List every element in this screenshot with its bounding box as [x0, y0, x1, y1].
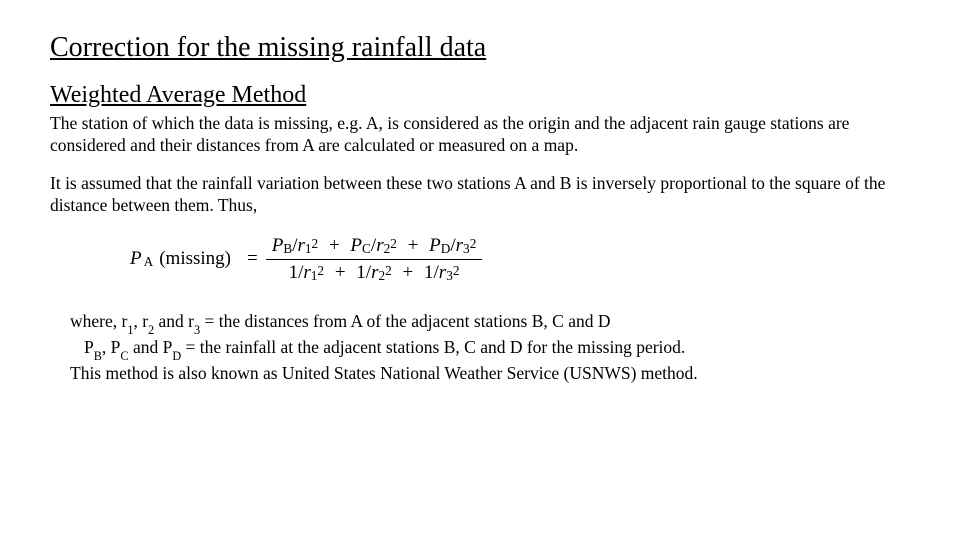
den-r1: r	[303, 262, 310, 284]
lhs-sub: A	[144, 254, 154, 270]
den-term-1: 1/r12	[289, 262, 325, 284]
den-one1: 1	[289, 262, 299, 284]
num-rsup2: 2	[390, 236, 397, 252]
denominator: 1/r12 + 1/r22 + 1/r32	[283, 260, 466, 286]
wl2a: P	[84, 337, 94, 357]
num-Psub2: C	[362, 241, 371, 257]
wl2s2: C	[120, 349, 128, 363]
num-r2: r	[376, 235, 383, 257]
num-P3: P	[429, 235, 441, 257]
wl1b: , r	[133, 311, 148, 331]
plus-n2: +	[408, 235, 419, 256]
paragraph-1: The station of which the data is missing…	[50, 113, 910, 157]
den-term-3: 1/r32	[424, 262, 460, 284]
main-title: Correction for the missing rainfall data	[50, 32, 910, 64]
den-one2: 1	[356, 262, 366, 284]
wl2d: = the rainfall at the adjacent stations …	[181, 337, 685, 357]
den-rsub2: 2	[378, 268, 385, 284]
num-term-2: PC/r22	[350, 235, 396, 257]
where-line-1: where, r1, r2 and r3 = the distances fro…	[70, 310, 910, 336]
den-rsup2: 2	[385, 263, 392, 279]
formula-lhs: PA (missing)	[130, 248, 231, 270]
num-rsub1: 1	[305, 241, 312, 257]
wl1d: = the distances from A of the adjacent s…	[200, 311, 610, 331]
den-term-2: 1/r22	[356, 262, 392, 284]
plus-d1: +	[335, 262, 346, 283]
den-r3: r	[439, 262, 446, 284]
den-r2: r	[371, 262, 378, 284]
wl1a: where, r	[70, 311, 127, 331]
wl1s2: 2	[148, 323, 154, 337]
num-term-3: PD/r32	[429, 235, 476, 257]
wl2b: , P	[102, 337, 120, 357]
num-rsub2: 2	[384, 241, 391, 257]
den-rsub1: 1	[311, 268, 318, 284]
wl2c: and P	[129, 337, 173, 357]
wl1s1: 1	[127, 323, 133, 337]
num-Psub1: B	[283, 241, 292, 257]
num-rsup1: 2	[312, 236, 319, 252]
where-line-3: This method is also known as United Stat…	[70, 362, 910, 385]
formula-block: PA (missing) = PB/r12 + PC/r22 + PD/r32	[130, 233, 910, 286]
wl1c: and r	[154, 311, 194, 331]
num-P1: P	[272, 235, 284, 257]
num-P2: P	[350, 235, 362, 257]
sub-title: Weighted Average Method	[50, 82, 910, 109]
wl1s3: 3	[194, 323, 200, 337]
den-rsup3: 2	[453, 263, 460, 279]
wl2s1: B	[94, 349, 102, 363]
where-line-2: PB, PC and PD = the rainfall at the adja…	[84, 336, 910, 362]
num-rsup3: 2	[470, 236, 477, 252]
equals-sign: =	[247, 248, 258, 270]
num-r1: r	[297, 235, 304, 257]
paragraph-2: It is assumed that the rainfall variatio…	[50, 173, 910, 217]
lhs-P: P	[130, 248, 142, 270]
fraction: PB/r12 + PC/r22 + PD/r32 1/r12 + 1/r22	[266, 233, 483, 286]
num-rsub3: 3	[463, 241, 470, 257]
wl2s3: D	[172, 349, 181, 363]
den-rsup1: 2	[317, 263, 324, 279]
plus-n1: +	[329, 235, 340, 256]
num-Psub3: D	[441, 241, 451, 257]
plus-d2: +	[403, 262, 414, 283]
numerator: PB/r12 + PC/r22 + PD/r32	[266, 233, 483, 259]
den-rsub3: 3	[446, 268, 453, 284]
num-r3: r	[456, 235, 463, 257]
where-block: where, r1, r2 and r3 = the distances fro…	[70, 310, 910, 386]
num-term-1: PB/r12	[272, 235, 318, 257]
lhs-paren: (missing)	[159, 248, 231, 270]
formula: PA (missing) = PB/r12 + PC/r22 + PD/r32	[130, 233, 910, 286]
den-one3: 1	[424, 262, 434, 284]
